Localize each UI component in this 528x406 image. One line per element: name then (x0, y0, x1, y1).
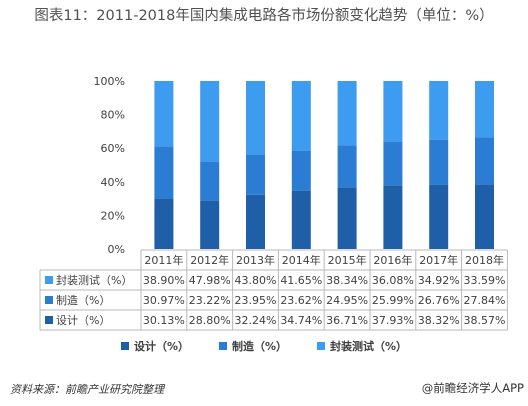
bar-segment (291, 190, 311, 249)
data-label: 38.57% (464, 314, 506, 327)
legend-label: 设计（%） (133, 340, 189, 353)
table-row-label: 封装测试（%） (56, 273, 132, 287)
x-tick-label: 2013年 (236, 253, 275, 267)
data-label: 23.62% (280, 294, 322, 307)
bar-segment (429, 81, 449, 140)
bar-segment (475, 184, 494, 249)
data-label: 38.90% (143, 274, 185, 287)
data-label: 37.93% (372, 314, 414, 327)
data-label: 32.24% (235, 314, 277, 327)
bar-segment (383, 141, 403, 186)
table-row-swatch (45, 316, 53, 324)
bars (154, 80, 494, 249)
x-tick-label: 2017年 (419, 253, 458, 267)
bar-segment (246, 81, 265, 155)
y-tick-label: 60% (101, 142, 125, 155)
data-label: 27.84% (464, 294, 506, 307)
y-tick-label: 100% (94, 75, 125, 88)
data-label: 38.32% (418, 314, 460, 327)
brand-credit: @前瞻经济学人APP (421, 381, 524, 395)
bar-segment (200, 161, 220, 201)
bar-segment (246, 194, 265, 249)
y-axis: 0% 20% 40% 60% 80% 100% (94, 75, 125, 256)
data-label: 23.95% (235, 294, 277, 307)
x-tick-label: 2018年 (465, 253, 504, 267)
bar-segment (291, 80, 311, 151)
data-label: 36.08% (372, 274, 414, 287)
x-tick-label: 2016年 (373, 253, 412, 267)
data-label: 28.80% (189, 314, 231, 327)
bar-segment (154, 146, 174, 199)
x-tick-label: 2014年 (282, 253, 321, 267)
y-tick-label: 80% (101, 109, 125, 122)
table-row-label: 制造（%） (56, 293, 110, 307)
data-label: 26.76% (418, 294, 460, 307)
y-tick-label: 20% (101, 209, 125, 222)
y-tick-label: 40% (101, 176, 125, 189)
data-label: 24.95% (326, 294, 368, 307)
source-note: 资料来源：前瞻产业研究院整理 (10, 383, 164, 396)
legend-item: 封装测试（%） (317, 338, 407, 354)
bar-segment (429, 184, 449, 249)
bar-segment (291, 150, 311, 191)
table-row-swatch (45, 296, 53, 304)
bar-segment (337, 145, 357, 188)
legend-swatch (317, 342, 326, 350)
bar-segment (383, 185, 403, 249)
data-label: 30.97% (143, 294, 185, 307)
data-label: 25.99% (372, 294, 414, 307)
bar-segment (246, 154, 265, 195)
bar-segment (475, 81, 494, 138)
legend-item: 制造（%） (218, 338, 288, 354)
chart-title: 图表11：2011-2018年国内集成电路各市场份额变化趋势（单位：%） (34, 8, 494, 24)
y-tick-label: 0% (108, 243, 125, 256)
data-label: 38.34% (326, 274, 368, 287)
bar-segment (200, 200, 220, 249)
data-label: 41.65% (280, 274, 322, 287)
bar-segment (429, 139, 449, 185)
bar-segment (154, 198, 174, 249)
bar-segment (154, 81, 174, 147)
x-tick-label: 2011年 (144, 253, 183, 267)
data-label: 34.74% (280, 314, 322, 327)
bar-segment (337, 81, 357, 146)
legend-swatch (120, 342, 129, 350)
data-label: 36.71% (326, 314, 368, 327)
data-label: 47.98% (189, 274, 231, 287)
legend-swatch (218, 342, 227, 350)
legend: 设计（%） 制造（%） 封装测试（%） (0, 338, 528, 354)
data-label: 34.92% (418, 274, 460, 287)
legend-label: 封装测试（%） (330, 340, 408, 353)
table-row-label: 设计（%） (56, 314, 110, 327)
legend-item: 设计（%） (120, 338, 189, 354)
x-tick-label: 2012年 (190, 253, 229, 267)
data-label: 43.80% (235, 274, 277, 287)
legend-label: 制造（%） (231, 340, 288, 353)
bar-segment (475, 137, 494, 185)
data-label: 33.59% (464, 274, 506, 287)
data-table: 2011年 2012年 2013年 2014年 2015年 2016年 2017年 2018年… (39, 249, 508, 331)
bar-segment (337, 187, 357, 249)
bar-segment (383, 81, 403, 142)
table-row-swatch (45, 276, 53, 284)
bar-segment (200, 81, 220, 162)
data-label: 23.22% (189, 294, 231, 307)
x-tick-label: 2015年 (328, 253, 367, 267)
data-label: 30.13% (143, 314, 185, 327)
